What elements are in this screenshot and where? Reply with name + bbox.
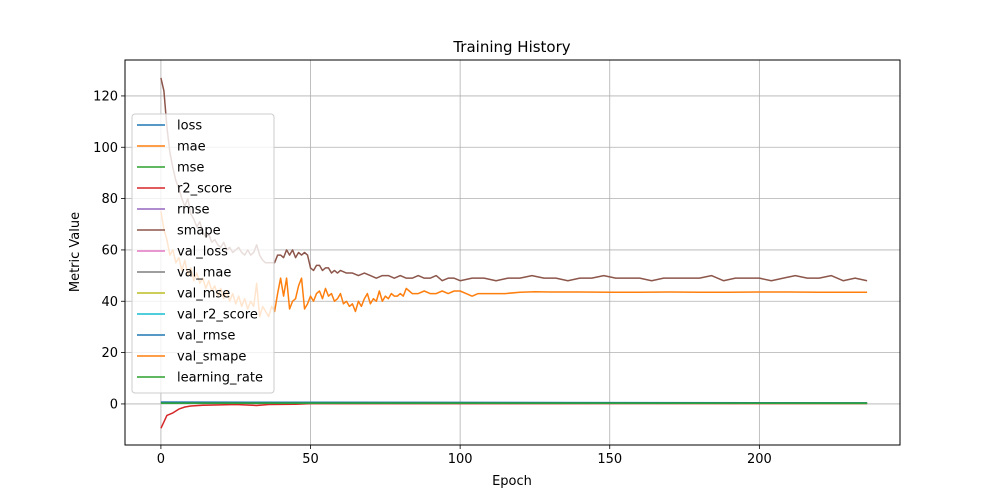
y-tick-label: 20 — [101, 346, 118, 361]
x-tick-label: 150 — [597, 452, 622, 467]
legend-label: smape — [177, 224, 221, 239]
x-tick-label: 50 — [302, 452, 319, 467]
axis-ticks: 0 50 100 150 200 0 20 40 60 80 100 120 — [93, 89, 772, 467]
legend-label: mse — [177, 161, 204, 176]
y-tick-label: 0 — [110, 397, 118, 412]
legend-label: val_rmse — [177, 329, 235, 344]
y-tick-label: 100 — [93, 141, 118, 156]
legend-label: val_loss — [177, 245, 228, 260]
legend-label: r2_score — [177, 182, 232, 197]
plot-frame — [124, 59, 901, 446]
x-axis-label: Epoch — [492, 474, 532, 489]
x-tick-label: 200 — [747, 452, 772, 467]
x-tick-label: 100 — [448, 452, 473, 467]
legend-box — [131, 113, 275, 394]
legend-label: val_mae — [177, 266, 231, 281]
legend-label: learning_rate — [177, 371, 263, 386]
y-tick-label: 80 — [101, 192, 118, 207]
x-tick-label: 0 — [157, 452, 165, 467]
legend-label: mae — [177, 140, 206, 155]
legend-label: loss — [177, 119, 202, 134]
chart-title: Training History — [452, 38, 570, 56]
y-tick-label: 40 — [101, 295, 118, 310]
series-line-r2-score — [160, 402, 868, 429]
y-axis-label: Metric Value — [68, 212, 83, 292]
legend-label: rmse — [177, 203, 210, 218]
y-tick-label: 120 — [93, 89, 118, 104]
legend-label: val_r2_score — [177, 308, 258, 323]
y-tick-label: 60 — [101, 243, 118, 258]
legend-label: val_mse — [177, 287, 230, 302]
legend-label: val_smape — [177, 350, 246, 365]
